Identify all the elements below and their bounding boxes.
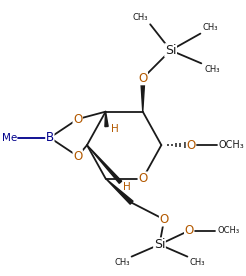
Text: O: O xyxy=(138,72,147,85)
Polygon shape xyxy=(106,179,133,204)
Text: Si: Si xyxy=(165,44,176,57)
Text: CH₃: CH₃ xyxy=(133,14,148,22)
Polygon shape xyxy=(105,112,108,127)
Polygon shape xyxy=(141,78,145,112)
Text: O: O xyxy=(186,139,196,152)
Text: O: O xyxy=(159,213,169,226)
Text: B: B xyxy=(46,131,54,144)
Text: O: O xyxy=(73,150,82,163)
Text: H: H xyxy=(111,124,119,134)
Text: H: H xyxy=(123,182,131,192)
Text: CH₃: CH₃ xyxy=(114,258,130,267)
Polygon shape xyxy=(87,145,122,183)
Text: OCH₃: OCH₃ xyxy=(217,226,239,235)
Text: CH₃: CH₃ xyxy=(204,65,220,74)
Text: OCH₃: OCH₃ xyxy=(219,140,245,150)
Text: CH₃: CH₃ xyxy=(202,23,218,32)
Text: Me: Me xyxy=(2,133,17,143)
Text: O: O xyxy=(184,224,194,237)
Text: CH₃: CH₃ xyxy=(189,258,205,267)
Text: O: O xyxy=(73,113,82,126)
Text: O: O xyxy=(138,172,147,185)
Text: Si: Si xyxy=(154,238,165,251)
